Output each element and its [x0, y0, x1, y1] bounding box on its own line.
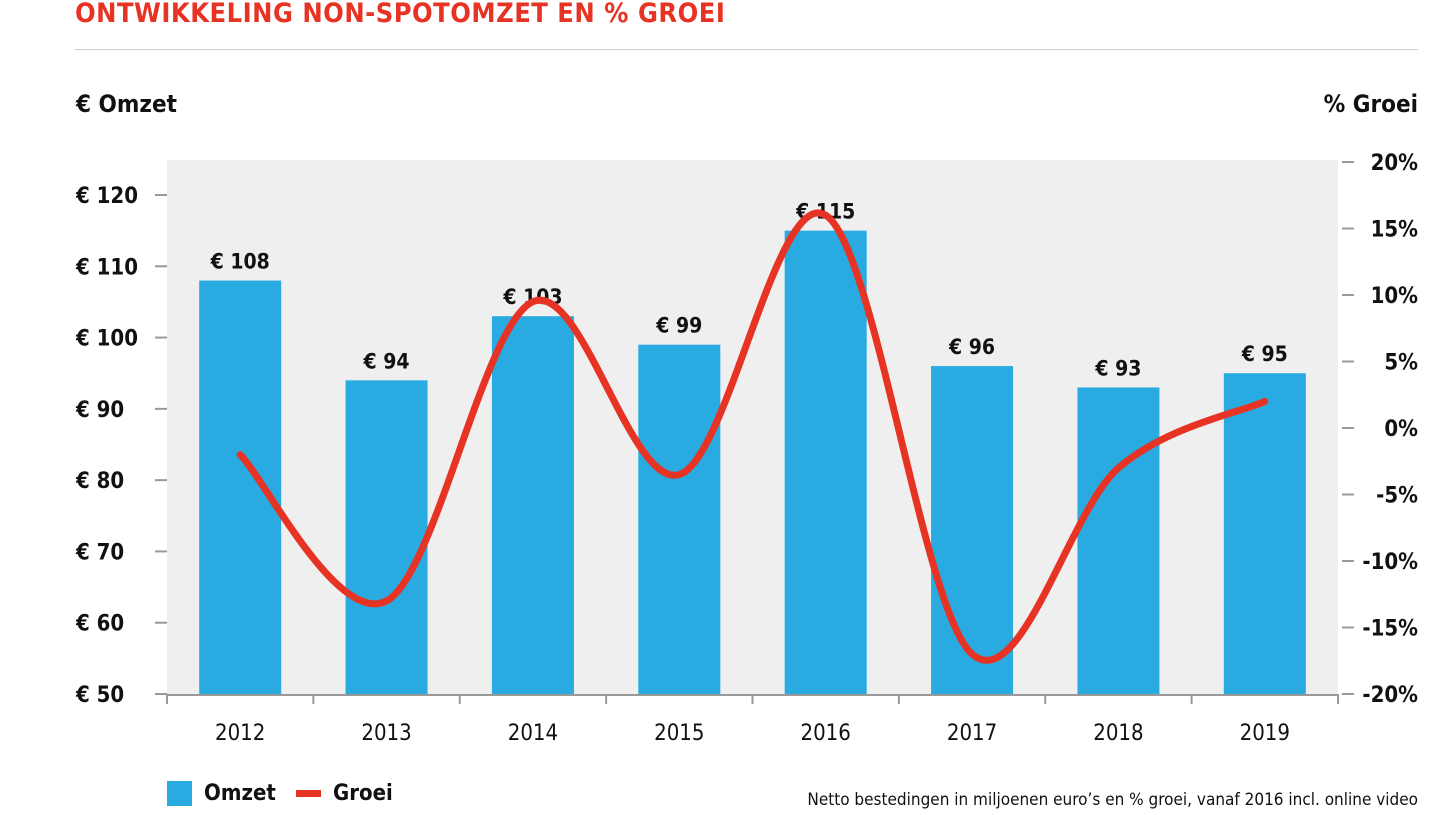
bar-value-label-2015: € 99: [655, 314, 702, 338]
y-right-tick-label: -15%: [1362, 617, 1418, 642]
bar-value-label-2017: € 96: [948, 335, 995, 359]
y-left-tick-label: € 50: [75, 683, 124, 708]
groei-line: [236, 209, 1269, 664]
x-tick-label-2014: 2014: [508, 721, 558, 746]
x-tick-label-2012: 2012: [215, 721, 265, 746]
y-left-tick-label: € 80: [75, 469, 124, 494]
legend-swatch-groei: [296, 790, 321, 797]
legend-item-groei: Groei: [296, 781, 393, 806]
x-tick-label-2019: 2019: [1240, 721, 1290, 746]
x-tick-label-2018: 2018: [1093, 721, 1143, 746]
plot-background: [167, 160, 1338, 694]
bar-2015: [638, 344, 721, 694]
x-tick-label-2013: 2013: [361, 721, 411, 746]
bar-2018: [1077, 387, 1160, 694]
y-left-tick-label: € 110: [75, 255, 138, 280]
bar-2014: [491, 316, 574, 694]
bar-value-label-2018: € 93: [1094, 356, 1141, 380]
chart-title: ONTWIKKELING NON-SPOTOMZET EN % GROEI: [75, 0, 726, 29]
bar-2017: [931, 366, 1014, 694]
line-series: [236, 209, 1269, 664]
x-tick-label-2017: 2017: [947, 721, 997, 746]
y-axis-left-title: € Omzet: [76, 90, 177, 118]
title-divider: [75, 49, 1418, 50]
bar-2012: [199, 280, 282, 694]
legend-item-omzet: Omzet: [167, 781, 276, 806]
bar-2013: [345, 380, 428, 694]
axes-group: € 120 € 110 € 100 € 90 € 80 € 70 € 60 € 50 20% 15…: [75, 151, 1418, 746]
legend-label-groei: Groei: [333, 781, 393, 806]
y-axis-right-title: % Groei: [1323, 90, 1418, 118]
bar-value-label-2019: € 95: [1241, 342, 1288, 366]
x-tick-label-2016: 2016: [801, 721, 851, 746]
footnote: Netto bestedingen in miljoenen euro’s en…: [807, 790, 1418, 810]
legend-swatch-omzet: [167, 781, 192, 806]
y-left-tick-label: € 60: [75, 612, 124, 637]
y-left-tick-label: € 120: [75, 184, 138, 209]
y-right-tick-label: -20%: [1362, 683, 1418, 708]
legend-label-omzet: Omzet: [204, 781, 276, 806]
y-left-tick-label: € 90: [75, 398, 124, 423]
y-right-tick-label: 15%: [1371, 218, 1419, 243]
y-right-tick-label: 0%: [1384, 417, 1418, 442]
y-right-tick-label: 5%: [1384, 351, 1418, 376]
x-tick-label-2015: 2015: [654, 721, 704, 746]
bar-series: [199, 230, 1306, 694]
y-left-tick-label: € 70: [75, 540, 124, 565]
y-right-tick-label: -10%: [1362, 550, 1418, 575]
bar-2019: [1223, 373, 1306, 694]
y-right-tick-label: -5%: [1376, 484, 1418, 509]
bar-value-label-2013: € 94: [363, 349, 410, 373]
y-right-tick-label: 20%: [1371, 151, 1419, 176]
y-left-tick-label: € 100: [75, 327, 138, 352]
bar-2016: [784, 230, 867, 694]
y-right-tick-label: 10%: [1371, 284, 1419, 309]
bar-value-label-2012: € 108: [210, 250, 270, 274]
